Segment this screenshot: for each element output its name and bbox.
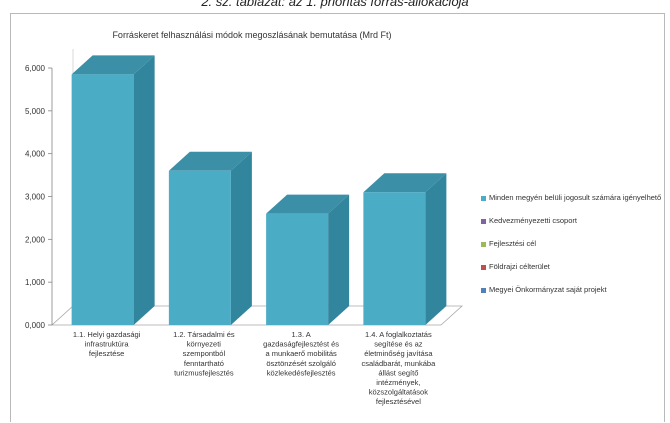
x-category-label-line: 1.4. A foglalkoztatás (365, 330, 432, 339)
x-category-label-line: fejlesztésével (376, 397, 421, 406)
chart-legend: Minden megyén belüli jogosult számára ig… (481, 193, 670, 308)
legend-item: Minden megyén belüli jogosult számára ig… (481, 193, 670, 210)
legend-swatch (481, 219, 486, 224)
chart-frame (10, 13, 665, 422)
legend-item: Földrajzi célterület (481, 262, 670, 279)
x-category-labels: 1.1. Helyi gazdasági infrastruktúra fejles… (73, 330, 436, 406)
legend-item: Fejlesztési cél (481, 239, 670, 256)
bar (363, 173, 447, 325)
x-category-label-line: közlekedésfejlesztés (267, 368, 336, 377)
legend-swatch (481, 265, 486, 270)
y-tick-label: 0,000 (25, 321, 46, 330)
x-category-label-line: környezeti (187, 340, 222, 349)
legend-label: Földrajzi célterület (489, 262, 550, 271)
x-category-label-line: fejlesztése (89, 349, 124, 358)
x-category-label-line: 1.2. Társadalmi és (173, 330, 235, 339)
legend-swatch (481, 242, 486, 247)
bar (71, 55, 155, 326)
bar-front (71, 74, 134, 325)
bars-layer (71, 55, 447, 326)
y-tick-label: 6,000 (25, 64, 46, 73)
bar-top (266, 194, 350, 214)
bar-top (168, 151, 252, 171)
y-tick-label: 2,000 (25, 235, 46, 244)
bar-front (168, 170, 231, 325)
x-category-label-line: állást segítő (378, 368, 418, 377)
legend-label: Minden megyén belüli jogosult számára ig… (489, 193, 662, 202)
x-category-label-line: segítése és az (374, 340, 423, 349)
chart-title: Forráskeret felhasználási módok megoszlá… (112, 30, 391, 40)
x-category-label-line: közszolgáltatások (369, 388, 428, 397)
table-caption: 2. sz. táblázat: az 1. prioritás forrás-… (201, 0, 469, 9)
bar (266, 194, 350, 325)
bar-side (230, 151, 252, 325)
bar-side (328, 194, 350, 325)
x-category-label-line: 1.1. Helyi gazdasági (73, 330, 141, 339)
x-category-label-line: fenntartható (184, 359, 224, 368)
bar-top (363, 173, 447, 193)
x-category-label-line: 1.3. A (292, 330, 311, 339)
legend-swatch (481, 288, 486, 293)
y-tick-labels: 0,000 1,000 2,000 3,000 4,000 5,000 6,000 (25, 64, 52, 330)
x-category-label: 1.2. Társadalmi és környezeti szempontból f… (173, 330, 235, 377)
x-category-label: 1.4. A foglalkoztatás segítése és az életm… (361, 330, 436, 406)
bar-side (133, 55, 155, 326)
x-category-label-line: szempontból (183, 349, 226, 358)
bar-top (71, 55, 155, 75)
bar-side (425, 173, 447, 325)
x-category-label-line: ösztönzését szolgáló (266, 359, 336, 368)
y-tick-label: 4,000 (25, 150, 46, 159)
x-category-label-line: a munkaerő mobilitás (265, 349, 337, 358)
legend-item: Kedvezményezetti csoport (481, 216, 670, 233)
x-category-label-line: családbarát, munkába (361, 359, 436, 368)
bar (168, 151, 252, 325)
bar-front (363, 192, 426, 325)
y-tick-label: 1,000 (25, 278, 46, 287)
x-category-label-line: infrastruktúra (85, 340, 130, 349)
legend-label: Fejlesztési cél (489, 239, 537, 248)
x-category-label: 1.1. Helyi gazdasági infrastruktúra fejles… (73, 330, 141, 358)
legend-label: Kedvezményezetti csoport (489, 216, 577, 225)
bar-front (266, 213, 329, 325)
x-category-label-line: turizmusfejlesztés (174, 368, 234, 377)
y-tick-label: 5,000 (25, 107, 46, 116)
legend-swatch (481, 196, 486, 201)
x-category-label-line: gazdaságfejlesztést és (263, 340, 339, 349)
x-category-label-line: intézmények, (376, 378, 420, 387)
x-category-label-line: életminőség javítása (364, 349, 433, 358)
legend-item: Megyei Önkormányzat saját projekt (481, 285, 670, 302)
y-tick-label: 3,000 (25, 193, 46, 202)
legend-label: Megyei Önkormányzat saját projekt (489, 285, 607, 294)
